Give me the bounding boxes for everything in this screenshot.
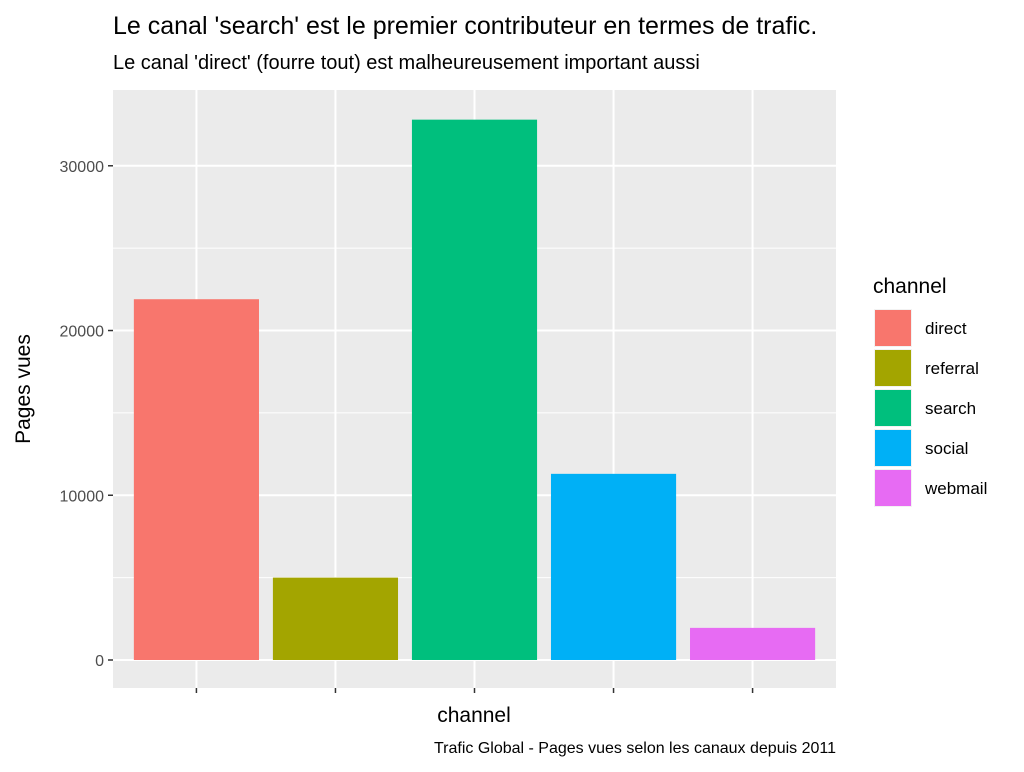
legend-label-social: social	[925, 439, 968, 458]
y-axis-title: Pages vues	[12, 334, 35, 444]
bar-social	[550, 473, 677, 660]
legend-swatch-search	[875, 390, 911, 426]
y-tick-label: 10000	[60, 488, 105, 505]
bar-webmail	[690, 627, 816, 660]
x-axis-title: channel	[437, 704, 511, 727]
y-tick-label: 20000	[60, 324, 105, 341]
y-tick-label: 30000	[60, 159, 105, 176]
chart-subtitle: Le canal 'direct' (fourre tout) est malh…	[113, 52, 700, 74]
bar-referral	[272, 577, 399, 660]
bar-direct	[133, 299, 259, 660]
chart-caption: Trafic Global - Pages vues selon les can…	[434, 740, 836, 757]
legend-label-search: search	[925, 399, 976, 418]
x-axis	[195, 688, 754, 693]
legend-label-direct: direct	[925, 319, 967, 338]
chart-title: Le canal 'search' est le premier contrib…	[113, 12, 817, 40]
legend-title: channel	[873, 275, 947, 298]
legend-swatch-social	[875, 430, 911, 466]
y-axis: 0 10000 20000 30000	[60, 159, 113, 670]
legend-swatch-direct	[875, 310, 911, 346]
legend: channel direct referral search social webmai…	[873, 275, 987, 507]
legend-swatch-webmail	[875, 470, 911, 506]
legend-swatch-referral	[875, 350, 911, 386]
y-tick-label: 0	[95, 653, 104, 670]
legend-label-referral: referral	[925, 359, 979, 378]
bar-search	[411, 119, 538, 660]
bars	[133, 119, 816, 660]
legend-label-webmail: webmail	[924, 479, 987, 498]
